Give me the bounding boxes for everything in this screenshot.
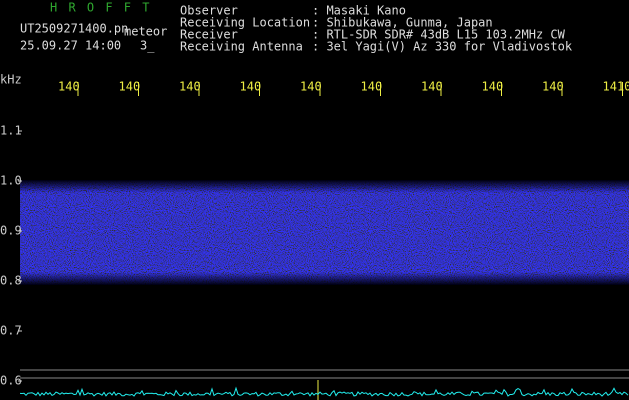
mode: meteor <box>124 25 167 39</box>
freq-label: 0.8 <box>0 274 22 288</box>
time-label: 140 <box>58 80 80 94</box>
info-value: : 3el Yagi(V) Az 330 for Vladivostok <box>312 40 573 54</box>
freq-label: 1.1 <box>0 124 22 138</box>
time-label: 140 <box>300 80 322 94</box>
freq-label: 1.0 <box>0 174 22 188</box>
info-label: Receiving Antenna <box>180 40 303 54</box>
page-number: 3_ <box>140 39 155 53</box>
time-label: 140 <box>119 80 141 94</box>
unit-label: kHz <box>0 73 22 87</box>
time-axis: 140 140 140 140 140 140 140 140 140 1410 <box>58 80 629 96</box>
time-label: 140 <box>179 80 201 94</box>
info-value: : RTL-SDR SDR# 43dB L15 103.2MHz CW <box>312 28 566 42</box>
info-value: : Masaki Kano <box>312 4 406 18</box>
time-label: 1410 <box>603 80 629 94</box>
info-label: Receiver <box>180 28 238 42</box>
time-label: 140 <box>421 80 443 94</box>
datetime: 25.09.27 14:00 <box>20 39 121 53</box>
signal-band-noise <box>20 180 629 285</box>
freq-label: 0.9 <box>0 224 22 238</box>
time-label: 140 <box>482 80 504 94</box>
freq-axis: 1.1 1.0 0.9 0.8 0.7 0.6 <box>0 124 22 388</box>
app-name: H R O F F T <box>50 1 151 15</box>
info-label: Receiving Location <box>180 16 310 30</box>
file-name: UT2509271400.pn <box>20 22 128 36</box>
time-label: 140 <box>542 80 564 94</box>
freq-label: 0.7 <box>0 324 22 338</box>
time-label: 140 <box>361 80 383 94</box>
time-label: 140 <box>240 80 262 94</box>
info-value: : Shibukawa, Gunma, Japan <box>312 16 493 30</box>
freq-label: 0.6 <box>0 374 22 388</box>
level-trace <box>19 386 629 397</box>
info-label: Observer <box>180 4 238 18</box>
